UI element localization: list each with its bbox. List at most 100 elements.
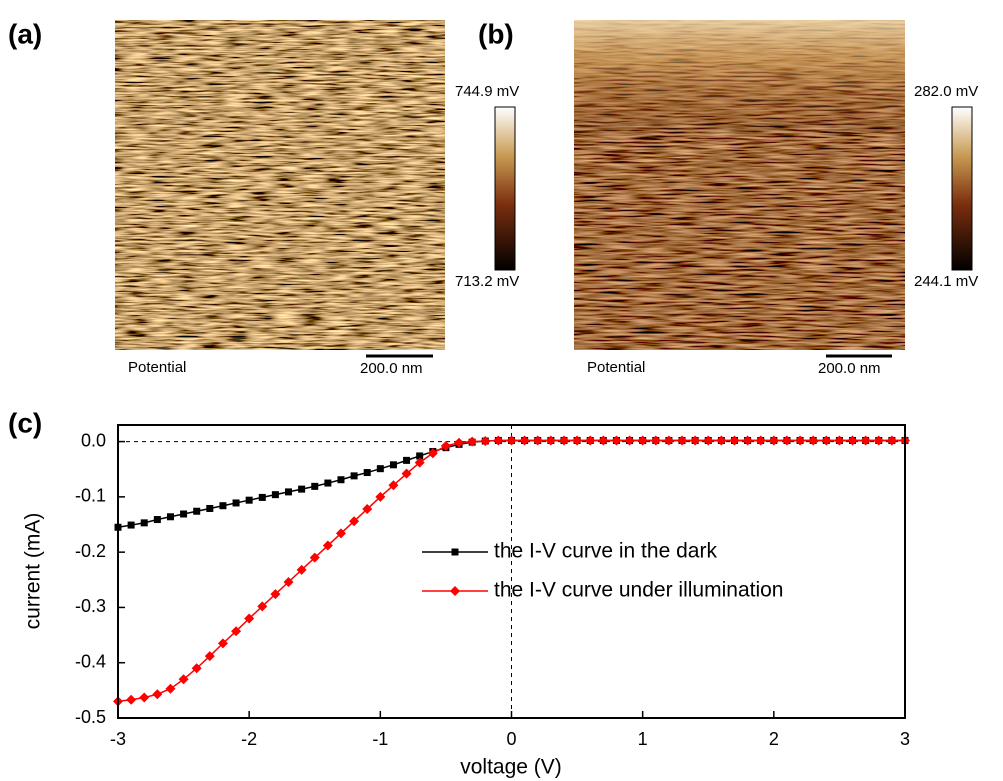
- data-point: [337, 476, 345, 484]
- legend-marker: [450, 586, 460, 596]
- data-point: [519, 435, 530, 446]
- scale-bar-label: 200.0 nm: [818, 360, 881, 377]
- data-point: [598, 435, 609, 446]
- data-point: [873, 435, 884, 446]
- data-point: [296, 564, 307, 575]
- data-point: [611, 435, 622, 446]
- y-tick-label: -0.5: [75, 707, 106, 727]
- data-point: [847, 435, 858, 446]
- scale-bar-label: 200.0 nm: [360, 360, 423, 377]
- data-point: [532, 435, 543, 446]
- data-point: [232, 499, 240, 507]
- data-point: [403, 456, 411, 464]
- data-point: [401, 468, 412, 479]
- panel-label: (c): [8, 407, 42, 438]
- data-point: [389, 461, 397, 469]
- data-point: [795, 435, 806, 446]
- data-point: [414, 457, 425, 468]
- panel-label: (b): [478, 18, 514, 49]
- data-point: [703, 435, 714, 446]
- data-point: [153, 516, 161, 524]
- data-point: [349, 516, 360, 527]
- colorbar-max: 744.9 mV: [455, 83, 519, 100]
- y-tick-label: -0.2: [75, 541, 106, 561]
- data-point: [298, 485, 306, 493]
- data-point: [375, 491, 386, 502]
- data-point: [127, 521, 135, 529]
- data-point: [231, 626, 242, 637]
- data-point: [244, 613, 255, 624]
- y-axis-title: current (mA): [22, 513, 45, 630]
- colorbar: [951, 106, 973, 271]
- data-point: [506, 435, 517, 446]
- data-point: [416, 452, 424, 460]
- colorbar-min: 244.1 mV: [914, 273, 978, 290]
- data-point: [206, 504, 214, 512]
- data-point: [283, 577, 294, 588]
- data-point: [152, 689, 163, 700]
- data-point: [350, 472, 358, 480]
- data-point: [650, 435, 661, 446]
- data-point: [257, 601, 268, 612]
- y-tick-label: -0.3: [75, 596, 106, 616]
- caption: Potential: [128, 359, 186, 376]
- potential-image: [115, 20, 445, 350]
- data-point: [178, 674, 189, 685]
- data-point: [166, 513, 174, 521]
- data-point: [165, 683, 176, 694]
- data-point: [781, 435, 792, 446]
- x-tick-label: -1: [372, 729, 388, 749]
- data-point: [363, 469, 371, 477]
- data-point: [258, 493, 266, 501]
- data-point: [335, 528, 346, 539]
- x-tick-label: -2: [241, 729, 257, 749]
- plot-frame: [117, 424, 906, 719]
- data-point: [808, 435, 819, 446]
- data-point: [191, 663, 202, 674]
- x-axis-title: voltage (V): [460, 756, 562, 779]
- legend-label: the I-V curve under illumination: [494, 579, 783, 602]
- colorbar: [494, 106, 516, 271]
- data-point: [271, 491, 279, 499]
- data-point: [285, 488, 293, 496]
- y-tick-label: -0.1: [75, 486, 106, 506]
- data-point: [140, 519, 148, 527]
- legend-marker: [451, 548, 459, 556]
- data-point: [245, 496, 253, 504]
- data-point: [388, 480, 399, 491]
- data-point: [126, 694, 137, 705]
- panel-label: (a): [8, 18, 42, 49]
- data-point: [821, 435, 832, 446]
- colorbar-max: 282.0 mV: [914, 83, 978, 100]
- caption: Potential: [587, 359, 645, 376]
- data-point: [139, 692, 150, 703]
- data-point: [193, 507, 201, 515]
- data-point: [558, 435, 569, 446]
- data-point: [309, 552, 320, 563]
- data-point: [834, 435, 845, 446]
- data-point: [545, 435, 556, 446]
- x-tick-label: 1: [638, 729, 648, 749]
- data-point: [376, 465, 384, 473]
- data-point: [677, 435, 688, 446]
- y-tick-label: -0.4: [75, 651, 106, 671]
- data-point: [493, 435, 504, 446]
- x-tick-label: 0: [506, 729, 516, 749]
- data-point: [624, 435, 635, 446]
- data-point: [860, 435, 871, 446]
- data-point: [311, 482, 319, 490]
- data-point: [180, 510, 188, 518]
- data-point: [585, 435, 596, 446]
- data-point: [440, 441, 451, 452]
- data-point: [755, 435, 766, 446]
- legend-label: the I-V curve in the dark: [494, 540, 717, 563]
- data-point: [467, 436, 478, 447]
- x-tick-label: 3: [900, 729, 910, 749]
- data-point: [572, 435, 583, 446]
- data-point: [716, 435, 727, 446]
- data-point: [219, 502, 227, 510]
- x-tick-label: 2: [769, 729, 779, 749]
- data-point: [480, 436, 491, 447]
- data-point: [322, 540, 333, 551]
